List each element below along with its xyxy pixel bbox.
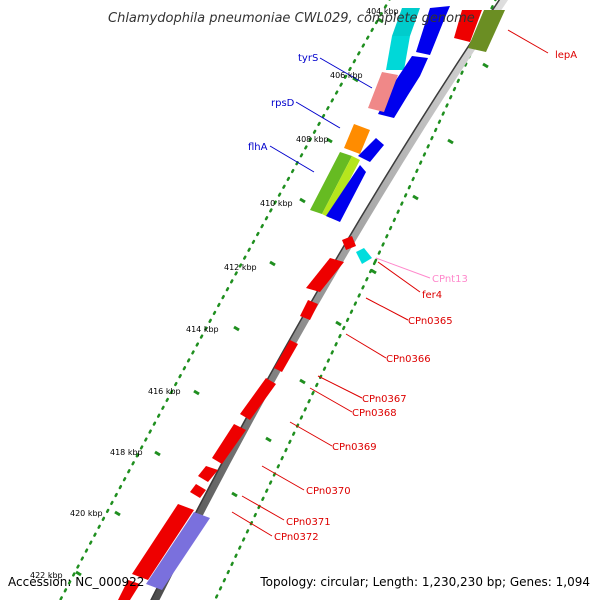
kbp-label: 406 kbp — [330, 71, 363, 80]
gene-cpn0372[interactable] — [132, 504, 194, 580]
kbp-label: 418 kbp — [110, 448, 143, 457]
gene-label-flha[interactable]: flhA — [248, 142, 268, 153]
gene-cpn0368[interactable] — [240, 378, 276, 420]
gene-label-fer4[interactable]: fer4 — [422, 290, 442, 301]
kbp-label: 412 kbp — [224, 263, 257, 272]
reverse-genes — [118, 236, 372, 600]
gene-forward-arrow[interactable] — [416, 6, 450, 55]
gene-cpn0369[interactable] — [212, 424, 246, 464]
genome-backbone — [150, 0, 509, 600]
gene-label-cpn0371[interactable]: CPn0371 — [286, 517, 331, 528]
gene-labels: tyrS rpsD flhA lepA CPnt13 fer4 CPn0365 … — [248, 50, 577, 543]
outer-tick-track — [213, 0, 497, 600]
kbp-label: 422 kbp — [30, 571, 63, 580]
gene-cpn0365[interactable] — [306, 258, 344, 292]
kbp-label: 410 kbp — [260, 199, 293, 208]
gene-label-cpn0368[interactable]: CPn0368 — [352, 408, 397, 419]
gene-label-cpn0365[interactable]: CPn0365 — [408, 316, 453, 327]
kbp-labels: 404 kbp 406 kbp 408 kbp 410 kbp 412 kbp … — [30, 7, 399, 580]
gene-label-cpn0369[interactable]: CPn0369 — [332, 442, 377, 453]
gene-label-cpn0366[interactable]: CPn0366 — [386, 354, 431, 365]
gene-lepa-bar[interactable] — [454, 10, 482, 42]
kbp-label: 420 kbp — [70, 509, 103, 518]
gene-cpn0367[interactable] — [274, 340, 298, 372]
gene-forward-arrow[interactable] — [378, 56, 428, 118]
gene-cpn0371[interactable] — [190, 484, 206, 498]
forward-genes — [310, 6, 505, 222]
gene-label-cpn0367[interactable]: CPn0367 — [362, 394, 407, 405]
gene-purple-bar[interactable] — [146, 512, 210, 590]
genome-summary-text: Topology: circular; Length: 1,230,230 bp… — [259, 575, 590, 589]
gene-olive-bar[interactable] — [468, 10, 505, 52]
gene-label-cpn0370[interactable]: CPn0370 — [306, 486, 351, 497]
label-connectors — [231, 29, 549, 537]
kbp-major-ticks — [75, 17, 384, 577]
gene-flha-bar[interactable] — [310, 152, 352, 214]
gene-cpnt13[interactable] — [356, 248, 372, 264]
map-title: Chlamydophila pneumoniae CWL029, complet… — [108, 11, 475, 26]
kbp-label: 414 kbp — [186, 325, 219, 334]
outer-ticks — [231, 62, 489, 498]
gene-orange-bar[interactable] — [344, 124, 370, 154]
gene-cpn0366[interactable] — [300, 300, 318, 320]
gene-rpsd-bar[interactable] — [368, 72, 398, 112]
accession-text: Accession: NC_000922 — [8, 575, 144, 589]
gene-label-cpn0372[interactable]: CPn0372 — [274, 532, 319, 543]
kbp-label: 404 kbp — [366, 7, 399, 16]
kbp-label: 408 kbp — [296, 135, 329, 144]
gene-fer4[interactable] — [342, 236, 356, 250]
gene-forward-arrow[interactable] — [358, 138, 384, 162]
kbp-label: 416 kbp — [148, 387, 181, 396]
gene-label-cpnt13[interactable]: CPnt13 — [432, 274, 468, 285]
gene-forward-arrow[interactable] — [326, 165, 366, 222]
gene-tyrs-bar[interactable] — [392, 8, 420, 36]
kbp-scale-track — [58, 0, 391, 600]
gene-bottom-red[interactable] — [118, 580, 140, 600]
gene-cpn0370[interactable] — [198, 466, 218, 482]
gene-label-rpsd[interactable]: rpsD — [271, 98, 295, 109]
gene-label-tyrs[interactable]: tyrS — [298, 53, 318, 64]
gene-label-lepa[interactable]: lepA — [555, 50, 577, 61]
